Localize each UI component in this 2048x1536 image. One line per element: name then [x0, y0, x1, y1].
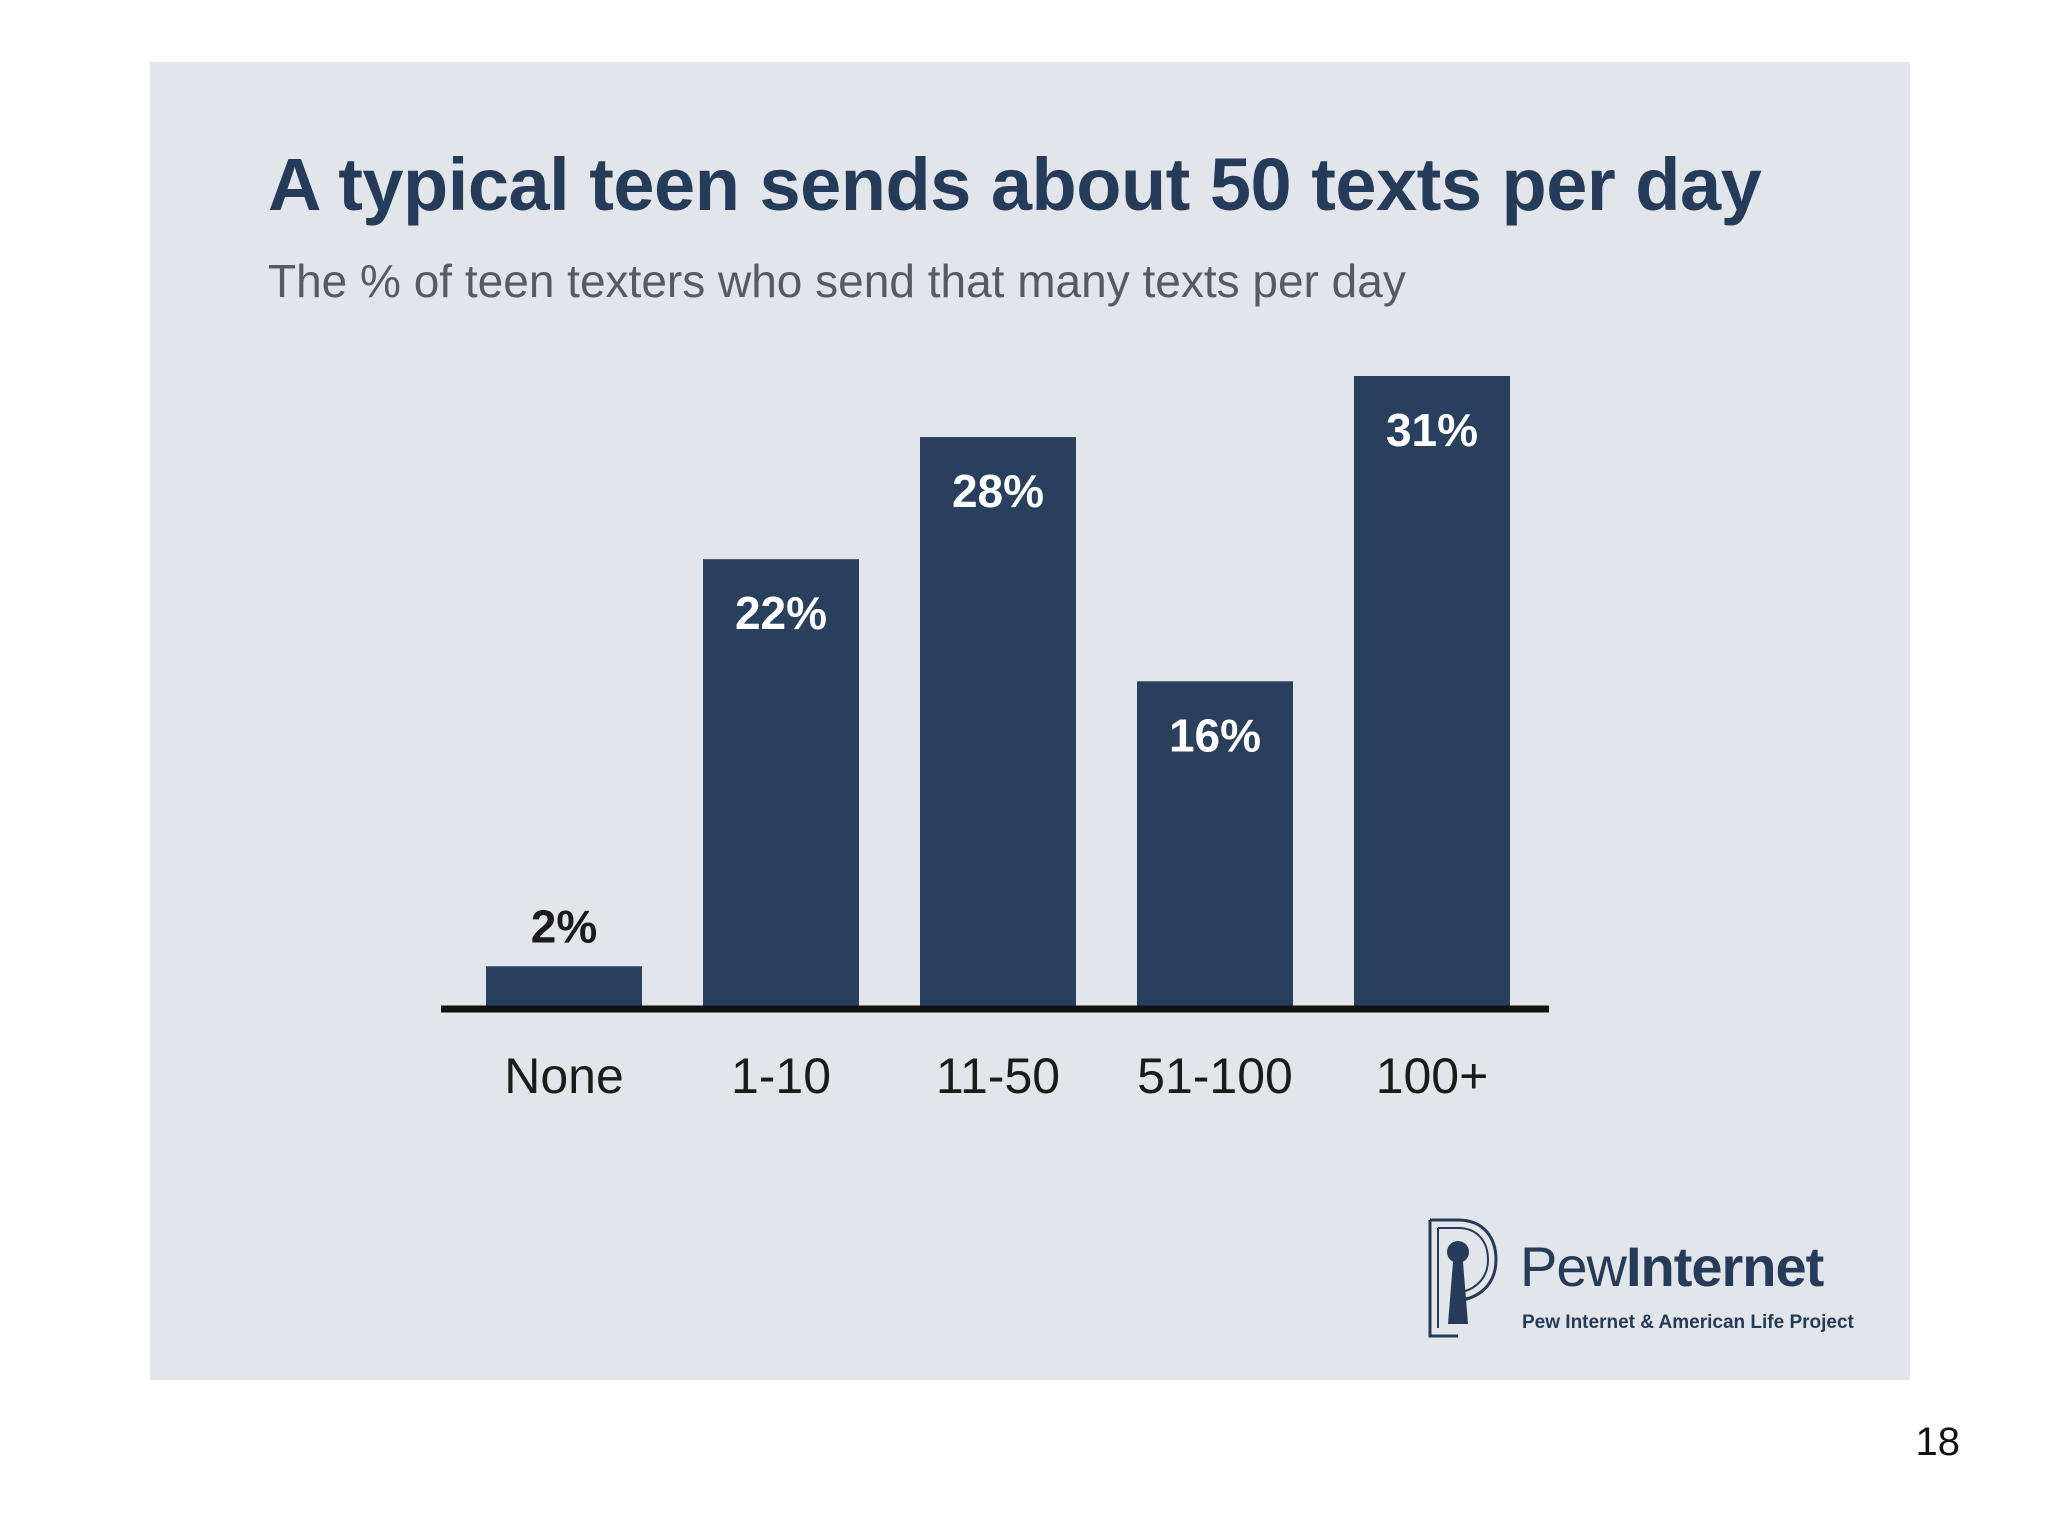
x-tick-label: None [504, 1048, 624, 1104]
chart-title: A typical teen sends about 50 texts per … [268, 143, 1762, 226]
chart-panel: A typical teen sends about 50 texts per … [150, 62, 1910, 1380]
bar-value-label: 31% [1386, 404, 1478, 456]
x-tick-label: 11-50 [936, 1048, 1060, 1104]
pew-internet-logo: PewInternet Pew Internet & American Life… [1418, 1212, 1858, 1352]
chart-subtitle: The % of teen texters who send that many… [268, 255, 1406, 307]
pew-keyhole-icon [1428, 1218, 1498, 1338]
logo-tagline: Pew Internet & American Life Project [1522, 1312, 1854, 1333]
bar-none [486, 966, 642, 1007]
bar-chart: 2% None 22% 1-10 28% 11-50 16% 51-100 31% 100+ [441, 376, 1549, 1104]
x-tick-label: 100+ [1376, 1048, 1489, 1104]
bar-value-label: 22% [735, 587, 827, 639]
bar-value-label: 16% [1169, 709, 1261, 761]
logo-wordmark: PewInternet [1520, 1234, 1824, 1299]
logo-wordmark-bold: Internet [1625, 1235, 1824, 1298]
bar-11-50 [920, 437, 1076, 1007]
bar-1-10 [703, 559, 859, 1007]
bar-value-label: 2% [531, 900, 597, 952]
bar-value-label: 28% [952, 465, 1044, 517]
x-tick-label: 1-10 [731, 1048, 831, 1104]
bar-100 [1354, 376, 1510, 1007]
bar-51-100 [1137, 681, 1293, 1007]
slide-number: 18 [1915, 1420, 1961, 1464]
logo-wordmark-light: Pew [1520, 1235, 1627, 1298]
x-tick-label: 51-100 [1137, 1048, 1293, 1104]
